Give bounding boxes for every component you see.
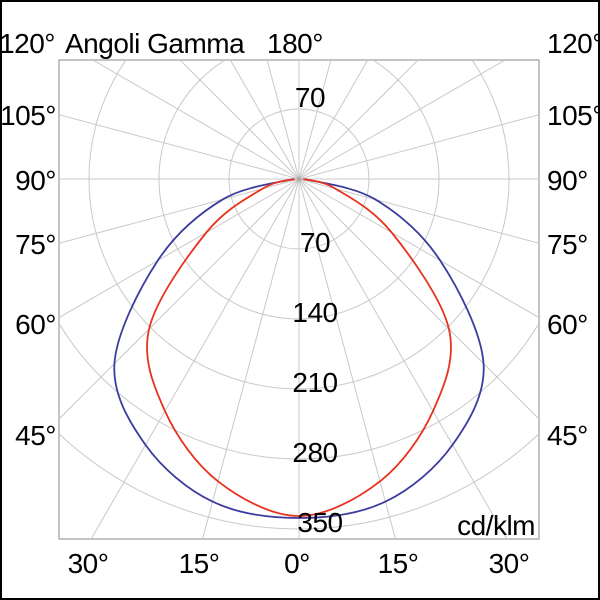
grid-ray	[202, 178, 300, 538]
chart-title: Angoli Gamma	[65, 28, 245, 59]
angle-label-left: 75°	[15, 229, 56, 260]
grid-ray	[298, 114, 538, 180]
angle-label-180-top: 180°	[267, 28, 323, 59]
radial-tick-label: 350	[297, 507, 343, 538]
polar-center-point	[294, 174, 304, 184]
grid-ray	[230, 61, 300, 180]
angle-label-right: 60°	[547, 309, 588, 340]
angle-label-left: 90°	[15, 165, 56, 196]
red-curve	[146, 178, 452, 517]
radial-tick-label: 140	[292, 297, 338, 328]
angle-label-right: 105°	[547, 100, 600, 131]
grid-circle	[158, 61, 440, 320]
angle-label-right: 75°	[547, 229, 588, 260]
unit-label: cd/klm	[457, 510, 535, 541]
grid-ray	[93, 61, 300, 180]
grid-ray	[180, 61, 300, 180]
grid-circle	[60, 433, 538, 530]
grid-ray	[298, 61, 418, 180]
blue-curve	[113, 178, 485, 519]
radial-tick-label: 70	[299, 227, 331, 258]
grid-circle	[88, 61, 510, 390]
angle-label-120-top-right: 120°	[547, 28, 600, 59]
radial-tick-label: 210	[292, 367, 338, 398]
grid-ray	[298, 178, 538, 318]
radial-tick-label-top: 70	[294, 82, 326, 113]
grid-ray	[298, 61, 332, 180]
angle-label-120-top-left: 120°	[0, 28, 55, 59]
angle-label-bottom: 30°	[67, 548, 109, 579]
angle-label-right: 90°	[547, 165, 588, 196]
grid-circle	[60, 323, 538, 460]
grid-ray	[298, 61, 368, 180]
grid-ray	[298, 178, 538, 244]
angle-label-left: 45°	[15, 420, 56, 451]
plot-border	[58, 59, 540, 540]
angle-label-left: 105°	[0, 100, 56, 131]
grid-ray	[60, 178, 300, 419]
grid-ray	[298, 178, 538, 419]
grid-circle	[228, 108, 370, 250]
angle-label-bottom: 0°	[284, 548, 310, 579]
grid-ray	[60, 178, 300, 318]
radial-tick-label: 280	[292, 437, 338, 468]
grid-ray	[298, 61, 505, 180]
angle-label-right: 45°	[547, 420, 588, 451]
angle-label-left: 60°	[15, 309, 56, 340]
grid-ray	[60, 178, 300, 244]
angle-label-bottom: 15°	[377, 548, 419, 579]
angle-label-bottom: 30°	[488, 548, 530, 579]
angle-label-bottom: 15°	[178, 548, 220, 579]
grid-ray	[266, 61, 300, 180]
grid-ray	[60, 114, 300, 180]
